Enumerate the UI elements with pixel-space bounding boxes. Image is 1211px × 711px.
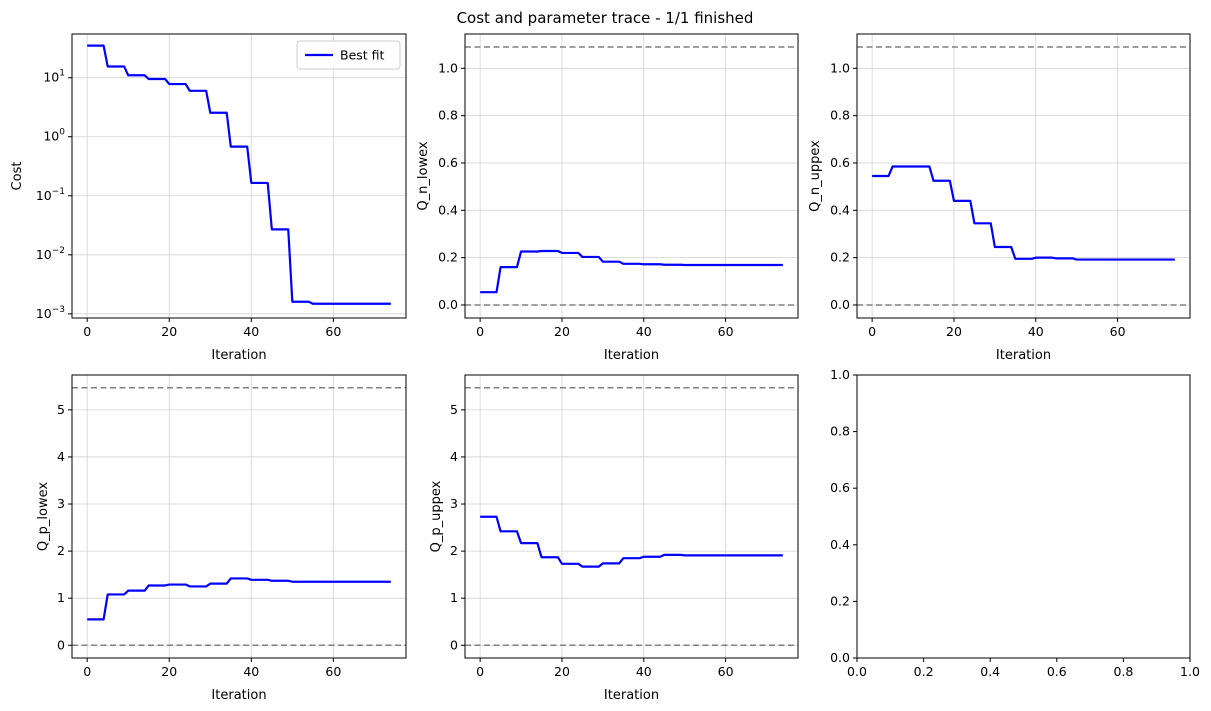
legend: Best fit [296, 40, 401, 70]
x-tick-label: 0 [476, 664, 484, 679]
y-tick-label: 1.0 [830, 60, 850, 75]
y-axis-label: Q_n_lowex [416, 141, 431, 210]
y-tick-label: 10−3 [36, 305, 65, 321]
y-tick-label: 0.6 [830, 155, 850, 170]
x-tick-label: 0.8 [1113, 664, 1133, 679]
legend-label: Best fit [340, 48, 385, 63]
x-axis-label: Iteration [604, 688, 659, 703]
x-tick-label: 60 [325, 664, 341, 679]
x-tick-label: 20 [161, 324, 177, 339]
x-axis-label: Iteration [604, 348, 659, 363]
y-tick-label: 101 [43, 69, 65, 85]
chart-panel-2: 0 20 40 60 0.0 0.2 0.4 0.6 0.8 1.0 Iteration Q_n_lo… [416, 33, 799, 363]
x-tick-label: 40 [636, 324, 652, 339]
legend-box [296, 40, 401, 70]
x-tick-label: 40 [1028, 324, 1044, 339]
y-tick-label: 2 [57, 543, 65, 558]
y-tick-label: 0 [57, 637, 65, 652]
axes-frame [856, 33, 1191, 319]
y-tick-label: 5 [57, 402, 65, 417]
x-tick-label: 40 [243, 664, 259, 679]
x-tick-label: 0 [868, 324, 876, 339]
y-tick-label: 5 [450, 402, 458, 417]
y-tick-label: 0.6 [830, 480, 850, 495]
chart-panel-4: 0 20 40 60 0 1 2 3 4 5 Iteration Q_p_lowex [36, 374, 407, 703]
axes-frame [464, 33, 799, 319]
y-tick-label: 0.8 [830, 108, 850, 123]
chart-panel-6: 0.0 0.2 0.4 0.6 0.8 1.0 0.0 0.2 0.4 0.6 0.8 1.0 [830, 367, 1200, 679]
chart-panel-1: 0 20 40 60 10−3 10−2 10−1 100 101 Iteration Cost Be… [10, 33, 407, 363]
x-tick-label: 1.0 [1180, 664, 1200, 679]
y-tick-label: 10−1 [36, 187, 65, 203]
x-tick-label: 0.6 [1047, 664, 1067, 679]
x-tick-label: 0.2 [914, 664, 934, 679]
y-tick-label: 0.8 [438, 108, 458, 123]
y-tick-label: 0.4 [438, 202, 458, 217]
y-tick-label: 0.2 [830, 593, 850, 608]
y-tick-label: 0.0 [830, 650, 850, 665]
x-tick-label: 60 [718, 664, 734, 679]
y-tick-label: 0.0 [438, 297, 458, 312]
x-tick-label: 60 [325, 324, 341, 339]
y-tick-label: 0.8 [830, 424, 850, 439]
x-tick-label: 0 [476, 324, 484, 339]
y-axis-label: Q_p_lowex [36, 482, 51, 551]
y-axis-label: Cost [10, 162, 25, 191]
chart-panel-3: 0 20 40 60 0.0 0.2 0.4 0.6 0.8 1.0 Iteration Q_n_up… [808, 33, 1191, 363]
axes-frame [464, 374, 799, 659]
axes-frame [71, 33, 407, 319]
y-tick-label: 1.0 [438, 60, 458, 75]
y-tick-label: 4 [57, 449, 65, 464]
figure-title: Cost and parameter trace - 1/1 finished [457, 9, 754, 27]
y-tick-label: 1 [450, 590, 458, 605]
y-tick-label: 100 [43, 128, 65, 144]
y-tick-label: 0 [450, 637, 458, 652]
y-tick-label: 3 [450, 496, 458, 511]
y-tick-label: 0.6 [438, 155, 458, 170]
chart-panel-5: 0 20 40 60 0 1 2 3 4 5 Iteration Q_p_uppex [429, 374, 799, 703]
series-line [87, 577, 391, 621]
series-line [872, 165, 1175, 261]
x-axis-label: Iteration [996, 348, 1051, 363]
x-tick-label: 0 [83, 324, 91, 339]
x-tick-label: 20 [554, 664, 570, 679]
x-axis-label: Iteration [211, 348, 266, 363]
y-tick-label: 0.0 [830, 297, 850, 312]
x-tick-label: 40 [636, 664, 652, 679]
x-tick-label: 60 [718, 324, 734, 339]
x-axis-label: Iteration [211, 688, 266, 703]
y-tick-label: 3 [57, 496, 65, 511]
y-tick-label: 10−2 [36, 246, 65, 262]
y-tick-label: 4 [450, 449, 458, 464]
y-axis-label: Q_p_uppex [429, 480, 444, 552]
x-tick-label: 0.4 [980, 664, 1000, 679]
x-tick-label: 40 [243, 324, 259, 339]
x-tick-label: 20 [161, 664, 177, 679]
y-tick-label: 0.4 [830, 202, 850, 217]
series-line [87, 44, 391, 305]
y-tick-label: 1 [57, 590, 65, 605]
series-line [480, 249, 783, 294]
y-tick-label: 2 [450, 543, 458, 558]
x-tick-label: 20 [554, 324, 570, 339]
y-tick-label: 0.2 [830, 250, 850, 265]
axes-frame [71, 374, 407, 659]
y-axis-label: Q_n_uppex [808, 140, 823, 212]
x-tick-label: 0.0 [847, 664, 867, 679]
series-line [480, 515, 783, 568]
x-tick-label: 60 [1110, 324, 1126, 339]
axes-frame [856, 374, 1191, 659]
y-tick-label: 0.4 [830, 537, 850, 552]
x-tick-label: 20 [946, 324, 962, 339]
x-tick-label: 0 [83, 664, 91, 679]
y-tick-label: 1.0 [830, 367, 850, 382]
y-tick-label: 0.2 [438, 250, 458, 265]
